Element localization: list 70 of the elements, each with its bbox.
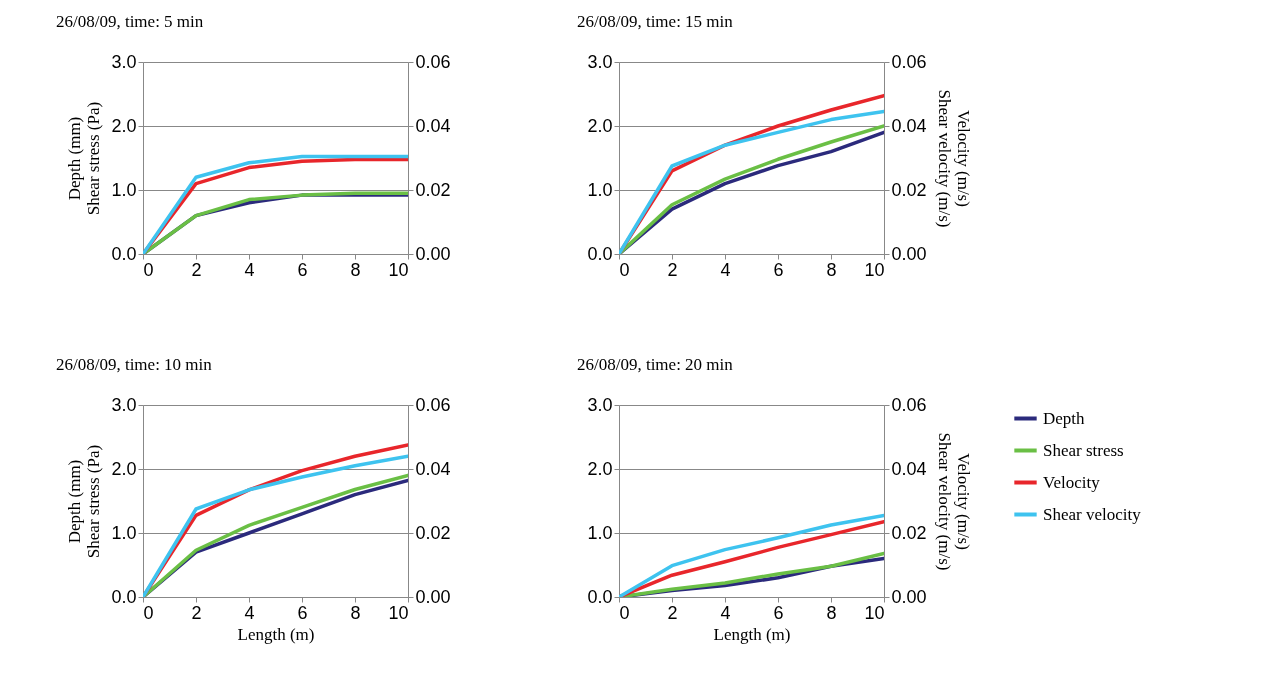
legend-label: Shear stress <box>1043 440 1124 460</box>
y2-tick-label: 0.04 <box>891 458 927 479</box>
y2-axis-title: Velocity (m/s) Shear velocity (m/s) <box>934 89 973 228</box>
legend-label: Depth <box>1043 408 1086 428</box>
y2-tick-label: 0.02 <box>415 179 451 200</box>
y-tick-label: 0.0 <box>111 243 137 264</box>
y2-tick-label: 0.00 <box>891 586 927 607</box>
x-tick-label: 0 <box>619 259 630 280</box>
x-tick-label: 10 <box>864 259 885 280</box>
y-axis-title: Depth (mm) Shear stress (Pa) <box>65 101 104 216</box>
y-tick-label: 0.0 <box>587 243 613 264</box>
x-tick-label: 8 <box>826 259 837 280</box>
y-tick-label: 3.0 <box>111 51 137 72</box>
y2-tick-label: 0.06 <box>891 51 927 72</box>
y2-tick-label: 0.02 <box>891 179 927 200</box>
x-tick-label: 0 <box>143 602 154 623</box>
x-tick-label: 10 <box>388 259 409 280</box>
y-tick-label: 0.0 <box>111 586 137 607</box>
x-axis-title: Length (m) <box>713 624 791 644</box>
x-tick-label: 6 <box>297 259 308 280</box>
x-tick-label: 2 <box>667 602 678 623</box>
x-tick-label: 0 <box>619 602 630 623</box>
x-tick-label: 10 <box>864 602 885 623</box>
y-tick-label: 1.0 <box>587 179 613 200</box>
x-tick-label: 4 <box>720 259 731 280</box>
x-tick-label: 10 <box>388 602 409 623</box>
chart-title: 26/08/09, time: 15 min <box>576 12 734 31</box>
y2-tick-label: 0.06 <box>415 394 451 415</box>
y-axis-title: Depth (mm) Shear stress (Pa) <box>65 444 104 559</box>
y2-tick-label: 0.06 <box>891 394 927 415</box>
y-tick-label: 3.0 <box>111 394 137 415</box>
legend-label: Shear velocity <box>1043 504 1142 524</box>
x-tick-label: 6 <box>297 602 308 623</box>
y2-axis-title: Velocity (m/s) Shear velocity (m/s) <box>934 432 973 571</box>
y-tick-label: 3.0 <box>587 51 613 72</box>
legend-label: Velocity <box>1043 472 1101 492</box>
y2-tick-label: 0.04 <box>891 115 927 136</box>
y2-tick-label: 0.02 <box>415 522 451 543</box>
x-tick-label: 4 <box>244 259 255 280</box>
y2-tick-label: 0.04 <box>415 115 451 136</box>
x-tick-label: 2 <box>191 602 202 623</box>
x-tick-label: 6 <box>773 259 784 280</box>
y-tick-label: 2.0 <box>587 115 613 136</box>
x-axis-title: Length (m) <box>237 624 315 644</box>
x-tick-label: 2 <box>191 259 202 280</box>
x-tick-label: 0 <box>143 259 154 280</box>
x-tick-label: 8 <box>350 259 361 280</box>
chart-title: 26/08/09, time: 5 min <box>55 12 204 31</box>
y2-tick-label: 0.06 <box>415 51 451 72</box>
y2-tick-label: 0.02 <box>891 522 927 543</box>
y2-tick-label: 0.00 <box>415 243 451 264</box>
y2-tick-label: 0.00 <box>415 586 451 607</box>
chart-title: 26/08/09, time: 10 min <box>55 355 213 374</box>
y-tick-label: 3.0 <box>587 394 613 415</box>
x-tick-label: 4 <box>720 602 731 623</box>
y-tick-label: 1.0 <box>587 522 613 543</box>
x-tick-label: 8 <box>826 602 837 623</box>
y-tick-label: 2.0 <box>587 458 613 479</box>
y-tick-label: 1.0 <box>111 179 137 200</box>
y-tick-label: 0.0 <box>587 586 613 607</box>
x-tick-label: 4 <box>244 602 255 623</box>
y2-tick-label: 0.00 <box>891 243 927 264</box>
y-tick-label: 2.0 <box>111 458 137 479</box>
x-tick-label: 2 <box>667 259 678 280</box>
x-tick-label: 6 <box>773 602 784 623</box>
y2-tick-label: 0.04 <box>415 458 451 479</box>
y-tick-label: 1.0 <box>111 522 137 543</box>
x-tick-label: 8 <box>350 602 361 623</box>
y-tick-label: 2.0 <box>111 115 137 136</box>
chart-title: 26/08/09, time: 20 min <box>576 355 734 374</box>
